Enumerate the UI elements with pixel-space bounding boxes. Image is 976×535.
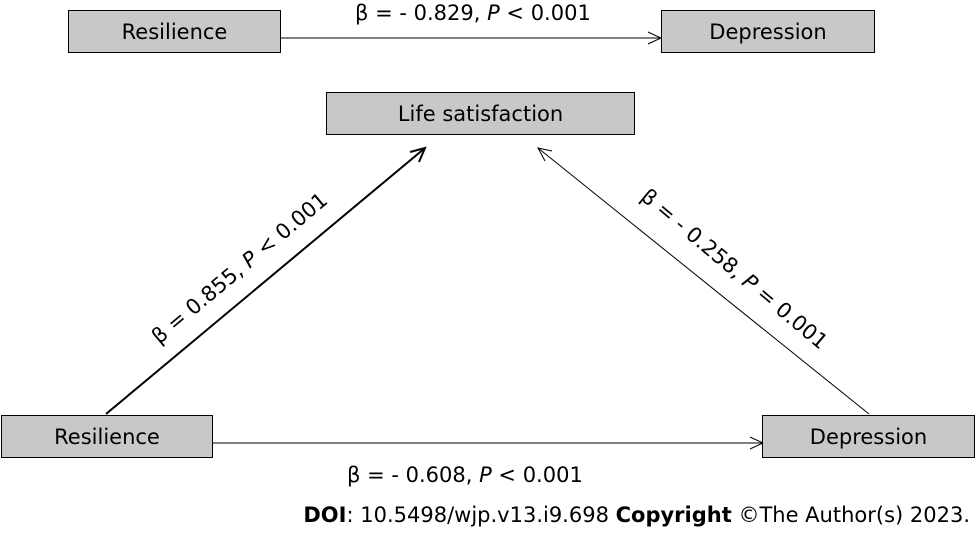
copyright-value: ©The Author(s) 2023. bbox=[731, 503, 970, 527]
bottom-depression-box: Depression bbox=[762, 415, 975, 458]
life-satisfaction-box: Life satisfaction bbox=[326, 92, 635, 135]
top-p-value: < 0.001 bbox=[499, 1, 591, 25]
doi-label: DOI bbox=[303, 503, 347, 527]
bottom-p-symbol: P bbox=[479, 463, 492, 487]
doi-copyright-footer: DOI: 10.5498/wjp.v13.i9.698 Copyright ©T… bbox=[303, 503, 970, 527]
left-path-arrow bbox=[105, 147, 426, 415]
copyright-label: Copyright bbox=[615, 503, 732, 527]
top-beta-text: β = - 0.829, bbox=[355, 1, 488, 25]
top-depression-box: Depression bbox=[661, 10, 875, 53]
right-arrowhead bbox=[537, 147, 553, 162]
top-p-symbol: P bbox=[487, 1, 500, 25]
bottom-p-value: < 0.001 bbox=[491, 463, 583, 487]
doi-value: : 10.5498/wjp.v13.i9.698 bbox=[346, 503, 616, 527]
left-arrowhead bbox=[409, 146, 427, 163]
top-resilience-box: Resilience bbox=[68, 10, 281, 53]
top-path-label: β = - 0.829, P < 0.001 bbox=[355, 3, 591, 24]
bottom-resilience-box: Resilience bbox=[1, 415, 213, 458]
right-path-arrow bbox=[537, 147, 870, 415]
bottom-path-label: β = - 0.608, P < 0.001 bbox=[347, 465, 583, 486]
bottom-beta-text: β = - 0.608, bbox=[347, 463, 480, 487]
